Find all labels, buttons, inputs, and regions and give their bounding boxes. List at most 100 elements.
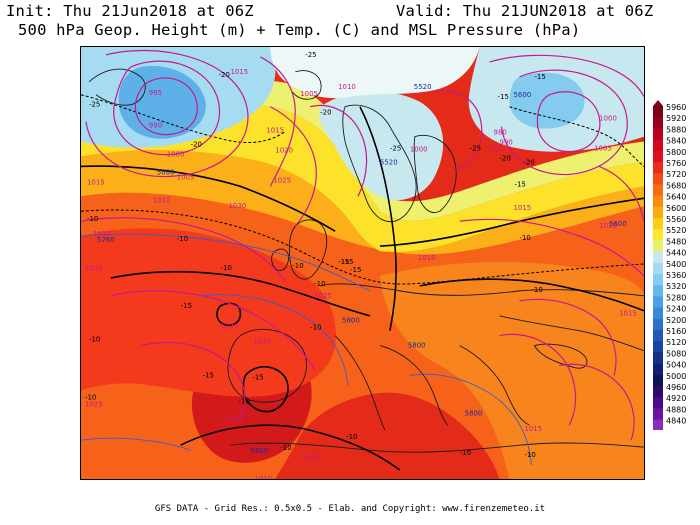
legend-value-label: 5200 [666,316,686,325]
legend-swatch [653,352,663,364]
pressure-label: 980 [494,129,507,137]
temperature-label: -15 [181,302,192,310]
legend-swatch [653,218,663,230]
temperature-label: -10 [310,324,321,332]
legend-value-label: 4920 [666,394,686,403]
legend-swatch [653,341,663,353]
temperature-label: -25 [470,145,481,153]
legend-value-label: 5600 [666,204,686,213]
valid-time: Valid: Thu 21JUN2018 at 06Z [396,2,654,20]
temperature-label: -10 [221,264,232,272]
legend-swatch [653,184,663,196]
temperature-isolines [81,94,644,285]
temperature-label: -15 [514,180,525,188]
temperature-label: -25 [305,51,316,59]
legend-value-label: 5400 [666,260,686,269]
temperature-label: -15 [342,258,353,266]
temperature-label: -20 [320,109,331,117]
geopotential-label: 5600 [609,220,627,228]
legend-swatch [653,285,663,297]
pressure-label: 1015 [513,204,531,212]
geopotential-label: 5800 [465,409,483,417]
legend-value-label: 5960 [666,103,686,112]
legend-swatch [653,195,663,208]
legend-swatches [653,100,663,430]
temperature-label: -15 [203,371,214,379]
legend-swatch [653,274,663,286]
geopotential-label: 5800 [342,317,360,325]
pressure-label: 1010 [153,196,171,204]
pressure-label: 1020 [253,338,271,346]
temperature-label: -10 [460,449,471,457]
pressure-label: 1010 [93,230,111,238]
pressure-label: 1015 [524,425,542,433]
pressure-label: 1005 [594,145,612,153]
legend-swatch [653,374,663,387]
geopotential-label: 5600 [513,91,531,99]
pressure-label: 990 [149,122,162,130]
temperature-label: -10 [519,234,530,242]
pressure-label: 1015 [619,310,637,318]
geopotential-label: 5760 [97,236,115,244]
footer-credit: GFS DATA - Grid Res.: 0.5x0.5 - Elab. an… [154,504,546,514]
legend-value-label: 5680 [666,181,686,190]
legend-value-label: 5280 [666,293,686,302]
legend-value-label: 5360 [666,271,686,280]
temperature-label: -10 [531,286,542,294]
pressure-label: 1015 [302,453,320,461]
legend-value-label: 5040 [666,361,686,370]
legend-value-label: 5240 [666,305,686,314]
legend-swatch [653,408,663,420]
geopotential-label: 5800 [408,342,426,350]
map-subtitle: 500 hPa Geop. Height (m) + Temp. (C) and… [18,21,581,39]
pressure-label: 1000 [410,146,428,154]
legend-swatch [653,117,663,129]
temperature-label: -20 [523,158,534,166]
legend-swatch [653,251,663,264]
temperature-label: -10 [87,215,98,223]
init-time: Init: Thu 21Jun2018 at 06Z [6,2,254,20]
pressure-label: 1025 [85,400,103,408]
geopotential-label: 5520 [414,83,432,91]
thickness-isolines [81,233,532,466]
temperature-label: -10 [314,280,325,288]
legend-value-label: 5080 [666,349,686,358]
pressure-label: 995 [149,89,162,97]
cold-core-nw [118,65,206,139]
temperature-label: -20 [500,154,511,162]
geopotential-labels: 5520 5600 5680 5760 5800 5800 5800 5800 … [97,83,627,455]
legend-swatch [653,139,663,152]
temperature-label: -25 [390,145,401,153]
legend-labels: 5960 5920 5880 5840 5800 5760 5720 5680 5640 5600… [666,103,686,426]
legend-value-label: 5000 [666,372,686,381]
legend-swatch [653,173,663,185]
pressure-label: 1020 [275,147,293,155]
temperature-label: -10 [524,451,535,459]
temperature-label: -20 [191,141,202,149]
legend-value-label: 4840 [666,417,686,426]
temperature-label: -15 [252,373,263,381]
temperature-label: -15 [350,266,361,274]
geopotential-label: 5800 [250,447,268,455]
pressure-label: 1020 [225,415,243,423]
pressure-label: 1025 [273,176,291,184]
greenland-white [270,47,480,99]
legend-value-label: 5120 [666,338,686,347]
pressure-label: 1005 [177,173,195,181]
pressure-label: 1015 [87,178,105,186]
pressure-label: 1010 [338,83,356,91]
temperature-label: -10 [238,397,249,405]
legend-value-label: 5160 [666,327,686,336]
legend-swatch [653,330,663,342]
legend-swatch [653,318,663,331]
temperature-label: -10 [177,235,188,243]
temperature-label: -15 [498,93,509,101]
legend-value-label: 5560 [666,215,686,224]
legend-value-label: 5840 [666,137,686,146]
temperature-label: -10 [85,393,96,401]
pressure-label: 1000 [167,150,185,158]
legend-swatch [653,262,663,275]
temperature-labels: -25 -25 -20 -20 -20 -25 -25 -20 -20 -15 … [85,51,546,459]
pressure-labels: 995 990 1015 1000 1005 1010 1015 1020 10… [85,68,637,479]
temperature-label: -15 [338,258,349,266]
